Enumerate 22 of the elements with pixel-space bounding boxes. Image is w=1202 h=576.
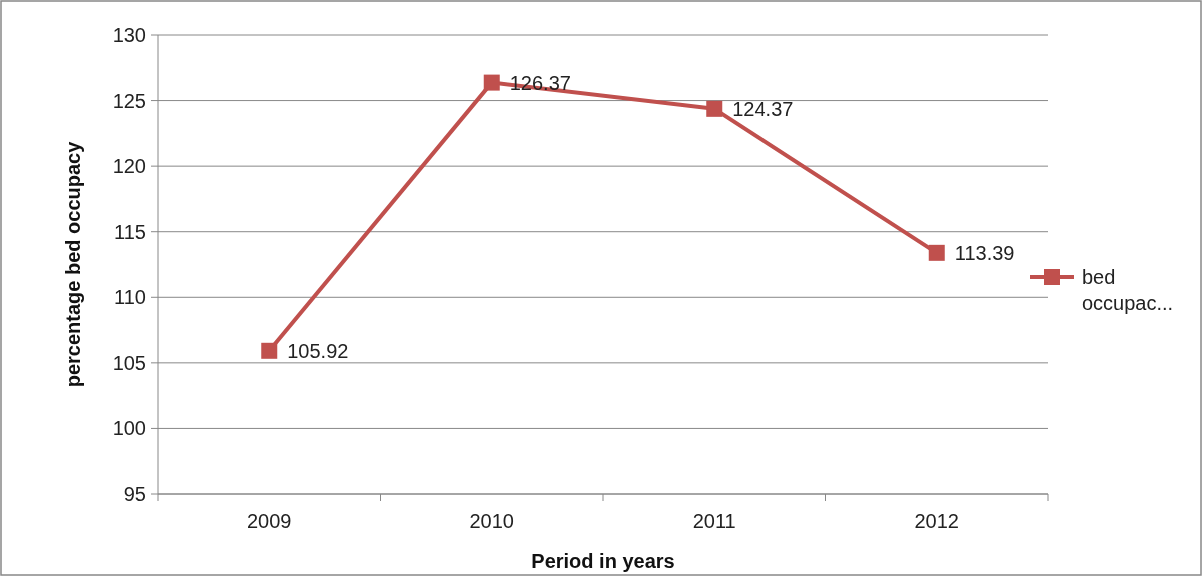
y-tick-label: 125 xyxy=(112,89,146,112)
point xyxy=(928,244,945,261)
y-tick-label: 105 xyxy=(112,351,146,374)
x-axis-title: Period in years xyxy=(531,550,675,572)
x-tick-label: 2011 xyxy=(692,510,736,532)
y-tick-label: 120 xyxy=(112,155,146,178)
data-label: 113.39 xyxy=(954,241,1015,264)
point xyxy=(261,342,278,359)
x-tick-label: 2009 xyxy=(247,510,292,532)
y-tick-label: 115 xyxy=(114,220,146,243)
legend-label: bed occupac... xyxy=(1082,266,1174,314)
y-tick-label: 100 xyxy=(112,417,146,440)
point xyxy=(483,74,500,91)
x-tick-label: 2010 xyxy=(469,510,514,532)
point xyxy=(706,100,723,117)
data-label: 124.37 xyxy=(732,97,794,120)
y-tick-label: 95 xyxy=(123,483,146,505)
y-axis-title: percentage bed occupacy xyxy=(62,140,84,388)
data-label: 105.92 xyxy=(287,339,349,362)
y-tick-label: 130 xyxy=(112,24,146,46)
x-tick-label: 2012 xyxy=(914,510,959,532)
y-tick-label: 110 xyxy=(114,286,146,309)
